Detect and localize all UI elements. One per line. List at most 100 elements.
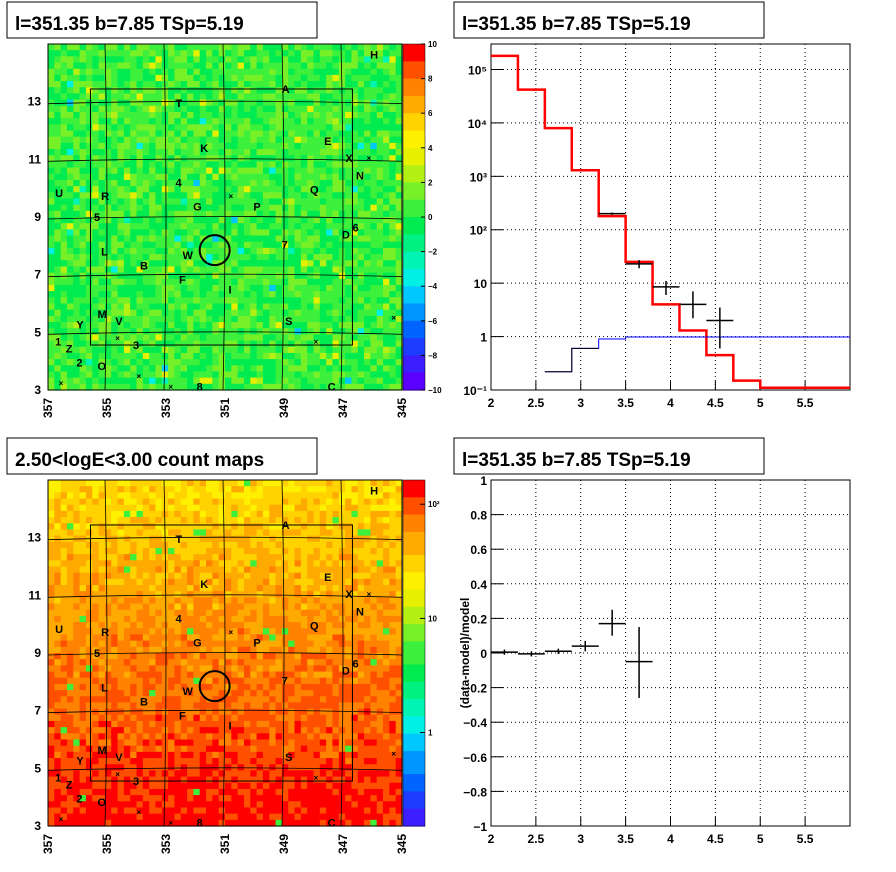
ts-map-colorbar-label: −10 — [428, 386, 442, 395]
count-map-meridian — [104, 479, 108, 827]
ts-map-colorbar-step — [403, 361, 425, 368]
count-map-source-label: 6 — [352, 658, 358, 670]
count-map-source-label: F — [179, 710, 186, 722]
count-map-source-label: D — [342, 665, 350, 677]
ts-map-x-tick: 351 — [218, 398, 232, 418]
count-map-source-label: 7 — [282, 676, 288, 688]
spectrum-x-tick: 4 — [667, 396, 674, 410]
count-map-colorbar-step — [403, 820, 425, 827]
residual-x-tick: 4.5 — [707, 832, 724, 846]
count-map-colorbar-step — [403, 670, 425, 677]
spectrum-y-tick: 10⁵ — [468, 63, 487, 77]
count-map-source-label: T — [175, 534, 182, 546]
count-map-colorbar-step — [403, 560, 425, 568]
ts-map-colorbar-step — [403, 124, 425, 132]
ts-map-y-tick: 9 — [34, 210, 41, 224]
ts-map-colorbar-step — [403, 257, 425, 264]
count-map-colorbar-step — [403, 503, 425, 510]
count-map-pixel-grid — [48, 480, 403, 827]
ts-map-colorbar-step — [403, 384, 425, 391]
count-map-source-label: K — [200, 579, 208, 591]
ts-map-colorbar-step — [403, 315, 425, 322]
ts-map-colorbar-step — [403, 165, 425, 172]
ts-map-colorbar-step — [403, 78, 425, 85]
ts-map-source-label: H — [370, 49, 378, 61]
ts-map-source-label: Q — [310, 184, 319, 196]
count-map-source-label: E — [324, 572, 331, 584]
count-map-colorbar-step — [403, 485, 425, 493]
count-map-source-label: R — [101, 627, 109, 639]
ts-map-y-tick: 3 — [34, 383, 41, 397]
ts-map-source-label: 7 — [282, 240, 288, 252]
count-map-colorbar-step — [403, 601, 425, 608]
count-map-source-label: 8 — [197, 818, 203, 830]
ts-map-minor-source: × — [367, 154, 372, 163]
count-map-colorbar-step — [403, 549, 425, 556]
ts-map-colorbar-step — [403, 170, 425, 178]
spectrum-x-tick: 2.5 — [528, 396, 545, 410]
count-map-colorbar-step — [403, 647, 425, 654]
ts-map-colorbar-step — [403, 338, 425, 345]
count-map-minor-source: × — [314, 774, 319, 783]
ts-map-colorbar-step — [403, 136, 425, 143]
count-map-x-tick: 351 — [218, 834, 232, 854]
count-map-colorbar-step — [403, 693, 425, 700]
residual-y-tick: 1 — [480, 474, 487, 488]
ts-map-colorbar-step — [403, 245, 425, 253]
ts-map-pixel-grid — [48, 44, 403, 391]
residual-y-tick: 0.6 — [470, 543, 487, 557]
count-map-source-label: B — [140, 696, 148, 708]
ts-map-source-label: V — [115, 316, 123, 328]
residual-y-tick: 0.8 — [470, 509, 487, 523]
count-map-colorbar-step — [403, 681, 425, 689]
residual-x-tick: 2.5 — [528, 832, 545, 846]
count-map-colorbar-step — [403, 791, 425, 798]
ts-map-colorbar-step — [403, 332, 425, 339]
residual-y-tick: −0.2 — [463, 682, 487, 696]
count-map-source-label: Y — [76, 755, 84, 767]
ts-map-source-label: K — [200, 143, 208, 155]
ts-map-colorbar-step — [403, 130, 425, 137]
ts-map-source-circle — [198, 234, 231, 267]
count-map-colorbar-step — [403, 739, 425, 746]
count-map-colorbar-step — [403, 756, 425, 764]
ts-map-roi-box — [89, 88, 353, 346]
ts-map-colorbar-step — [403, 118, 425, 126]
ts-map-colorbar-step — [403, 240, 425, 247]
count-map-source-label: 4 — [175, 613, 182, 625]
residual-y-tick: −0.4 — [463, 716, 487, 730]
residual-y-tick: 0 — [480, 647, 487, 661]
count-map-minor-source: × — [229, 628, 234, 637]
spectrum-x-tick: 3.5 — [617, 396, 634, 410]
ts-map-colorbar-step — [403, 286, 425, 293]
ts-map-colorbar-step — [403, 222, 425, 230]
count-map-colorbar-step — [403, 751, 425, 758]
count-map-colorbar-step — [403, 653, 425, 660]
ts-map-meridian — [222, 43, 226, 391]
count-map-parallel — [47, 594, 403, 598]
count-map-source-label: Z — [66, 779, 73, 791]
count-map-colorbar-step — [403, 578, 425, 585]
count-map-source-label: H — [370, 485, 378, 497]
spectrum-title-box — [453, 1, 765, 39]
count-map-source-label: I — [229, 721, 232, 733]
count-map-minor-source: × — [59, 815, 64, 824]
ts-map-colorbar-step — [403, 228, 425, 235]
spectrum-y-tick: 10⁻¹ — [463, 384, 487, 398]
ts-map-source-label: L — [101, 247, 108, 259]
count-map-minor-source: × — [137, 808, 142, 817]
count-map-source-label: N — [356, 606, 364, 618]
ts-map-colorbar-step — [403, 343, 425, 351]
ts-map-colorbar-step — [403, 205, 425, 212]
count-map-colorbar-step — [403, 762, 425, 769]
ts-map-colorbar-label: 0 — [428, 213, 433, 222]
ts-map-title-box — [6, 1, 318, 39]
ts-map-colorbar-step — [403, 153, 425, 160]
count-map-minor-source: × — [168, 819, 173, 828]
ts-map-minor-source: × — [314, 338, 319, 347]
count-map-colorbar-step — [403, 745, 425, 752]
ts-map-colorbar-step — [403, 90, 425, 97]
ts-map-colorbar-step — [403, 182, 425, 189]
spectrum-series-2 — [544, 347, 599, 373]
count-map-colorbar-step — [403, 727, 425, 735]
